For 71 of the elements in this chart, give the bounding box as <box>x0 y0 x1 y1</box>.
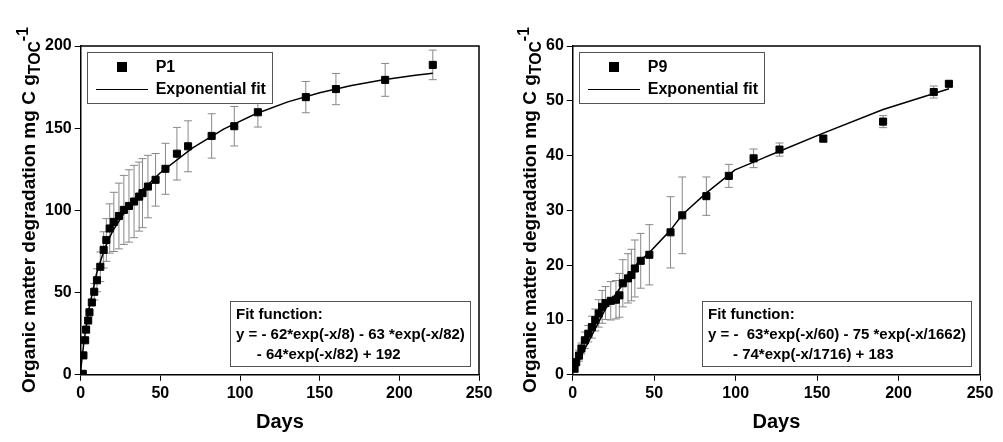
point <box>749 154 758 163</box>
y-tick-label: 0 <box>62 365 72 383</box>
legend-label: Exponential fit <box>155 80 266 98</box>
x-tick-label: 100 <box>722 383 750 401</box>
y-tick-label: 0 <box>554 365 564 383</box>
y-tick-label: 60 <box>546 36 564 54</box>
x-tick-label: 0 <box>76 383 86 401</box>
point <box>630 264 639 273</box>
point <box>587 323 596 332</box>
legend-label: Exponential fit <box>647 80 759 98</box>
point <box>92 276 101 285</box>
point <box>666 228 675 237</box>
point <box>161 164 170 173</box>
legend-label: P9 <box>647 58 668 76</box>
point <box>80 351 88 360</box>
x-tick-label: 50 <box>151 383 170 401</box>
y-tick-label: 20 <box>546 255 564 273</box>
point <box>81 336 90 345</box>
point <box>301 93 310 102</box>
y-tick-label: 50 <box>53 283 72 301</box>
point <box>645 250 654 259</box>
point <box>90 287 99 296</box>
annotation: Fit function: y = - 62*exp(-x/8) - 63 *exp(-x/82) - 64*exp(-x/82) + 192 <box>230 300 471 367</box>
x-tick-label: 150 <box>803 383 831 401</box>
point <box>331 85 340 94</box>
y-tick-label: 30 <box>546 200 564 218</box>
point <box>572 364 579 373</box>
x-tick-label: 100 <box>226 383 254 401</box>
point <box>143 182 152 191</box>
point <box>184 142 193 151</box>
annotation: Fit function: y = - 63*exp(-x/60) - 75 *exp(-x/1662) - 74*exp(-x/1716) + 183 <box>702 300 973 367</box>
point <box>678 211 687 220</box>
point <box>428 60 437 69</box>
y-tick-label: 150 <box>44 118 72 136</box>
point <box>114 211 123 221</box>
point <box>230 122 239 131</box>
x-tick-label: 250 <box>966 383 994 401</box>
point <box>615 291 624 300</box>
point <box>82 325 91 334</box>
point <box>87 298 96 307</box>
legend-label: P1 <box>155 58 176 76</box>
y-tick-label: 50 <box>546 91 564 109</box>
point <box>102 235 111 245</box>
point <box>724 171 733 180</box>
point <box>207 131 216 140</box>
point <box>84 316 93 325</box>
point <box>172 149 181 158</box>
x-axis-title: Days <box>752 409 801 432</box>
x-tick-label: 250 <box>465 383 493 401</box>
point <box>381 75 390 84</box>
x-tick-label: 150 <box>306 383 334 401</box>
x-tick-label: 200 <box>385 383 413 401</box>
y-tick-label: 100 <box>44 200 72 218</box>
x-tick-label: 50 <box>645 383 664 401</box>
point <box>702 192 711 201</box>
point <box>584 329 593 338</box>
point <box>96 262 105 271</box>
y-tick-label: 200 <box>44 36 72 54</box>
x-tick-label: 0 <box>568 383 578 401</box>
point <box>253 108 262 117</box>
x-axis-title: Days <box>255 409 304 432</box>
point <box>105 224 114 233</box>
point <box>594 309 603 318</box>
x-tick-label: 200 <box>885 383 912 401</box>
point <box>99 245 108 254</box>
point <box>636 256 645 265</box>
y-tick-label: 10 <box>546 310 564 328</box>
point <box>151 175 160 184</box>
point <box>109 217 118 226</box>
y-tick-label: 40 <box>546 146 564 164</box>
point <box>85 308 94 317</box>
